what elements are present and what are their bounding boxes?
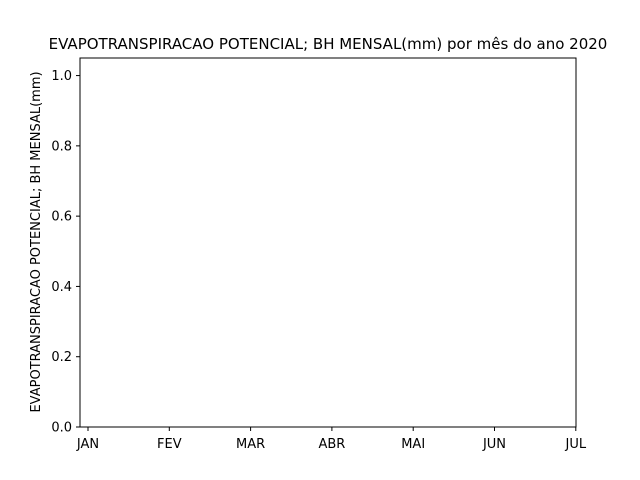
x-tick-label: MAI bbox=[401, 437, 425, 452]
x-tick-label: ABR bbox=[318, 437, 345, 452]
y-axis-label: EVAPOTRANSPIRACAO POTENCIAL; BH MENSAL(m… bbox=[29, 71, 44, 412]
plot-frame bbox=[79, 57, 577, 428]
y-tick-label: 0.2 bbox=[51, 350, 72, 365]
y-tick-label: 0.8 bbox=[51, 139, 72, 154]
x-tick-label: FEV bbox=[157, 437, 182, 452]
y-axis-ticks: 0.0 0.2 0.4 0.6 0.8 1.0 bbox=[51, 69, 80, 436]
x-tick-label: JAN bbox=[76, 437, 99, 452]
y-tick-label: 0.6 bbox=[51, 210, 72, 225]
plot-area bbox=[80, 58, 576, 427]
y-tick-label: 1.0 bbox=[51, 69, 72, 84]
x-tick-label: MAR bbox=[236, 437, 265, 452]
x-axis-ticks: JAN FEV MAR ABR MAI JUN JUL bbox=[76, 427, 587, 452]
chart-title: EVAPOTRANSPIRACAO POTENCIAL; BH MENSAL(m… bbox=[49, 35, 608, 53]
x-tick-label: JUN bbox=[482, 437, 506, 452]
y-tick-label: 0.0 bbox=[51, 421, 72, 436]
y-tick-label: 0.4 bbox=[51, 280, 72, 295]
x-tick-label: JUL bbox=[565, 437, 587, 452]
